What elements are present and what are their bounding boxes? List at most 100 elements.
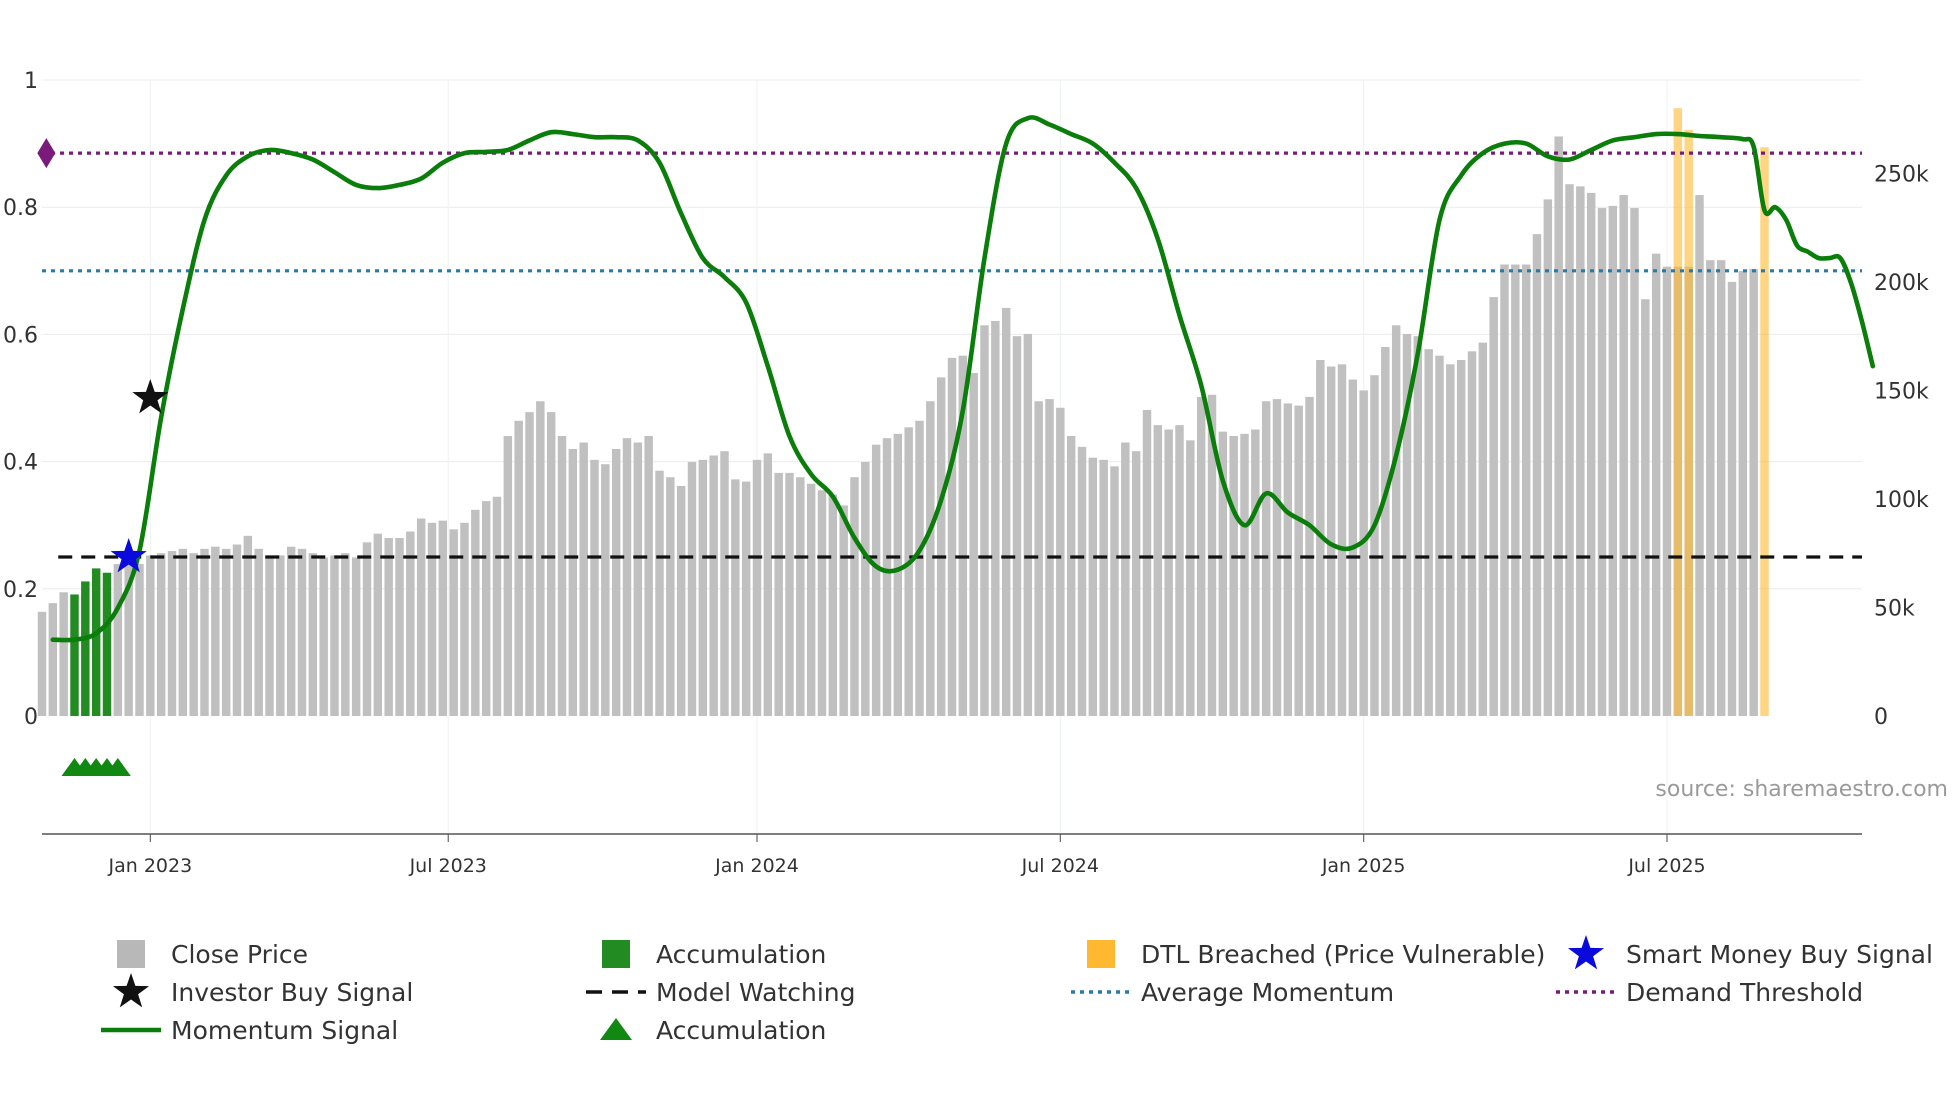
close-price-bar (113, 564, 123, 716)
dtl-breached-bar (1684, 129, 1693, 716)
close-price-bar (460, 522, 469, 716)
close-price-bar (1478, 342, 1488, 716)
close-price-bar (1023, 333, 1033, 716)
axes: 0 0.2 0.4 0.6 0.8 1 Jan 2023 Jul 2023 Jan 2024 Ju… (3, 69, 1929, 877)
close-price-bar (1142, 409, 1152, 716)
close-price-bar (319, 557, 328, 716)
close-price-bar (1391, 325, 1401, 716)
close-price-bar (1608, 205, 1618, 716)
close-price-bar (427, 522, 437, 716)
legend-demand-threshold-label: Demand Threshold (1626, 978, 1863, 1007)
close-price-bar (395, 538, 404, 716)
close-price-bar (1370, 375, 1379, 716)
legend-close-price-label: Close Price (171, 940, 308, 969)
y-left-tick-label: 0.2 (3, 578, 38, 603)
close-price-bar (297, 548, 307, 716)
legend-momentum-signal-label: Momentum Signal (171, 1016, 398, 1045)
close-price-bar (785, 472, 794, 716)
close-price-bar (308, 553, 318, 716)
close-price-bar (1446, 364, 1455, 716)
close-price-bar (1695, 195, 1704, 716)
legend-average-momentum-label: Average Momentum (1141, 978, 1394, 1007)
close-price-bar (1283, 403, 1293, 716)
close-price-bar (135, 564, 144, 716)
close-price-bar (59, 592, 68, 716)
close-price-bar (611, 449, 621, 716)
close-price-bar (1597, 208, 1607, 717)
close-price-bar (893, 433, 903, 716)
close-price-bar (1066, 435, 1076, 716)
close-price-bar (633, 442, 643, 716)
close-price-bar (796, 477, 805, 716)
y-left-tick-label: 1 (24, 69, 38, 94)
x-tick-label: Jul 2023 (409, 855, 487, 877)
close-price-bar (546, 412, 556, 716)
close-price-bar (1413, 336, 1423, 716)
close-price-bar (1088, 457, 1098, 716)
y-right-tick-label: 100k (1874, 488, 1929, 513)
close-price-bar (601, 464, 610, 716)
investor-buy-signal-marker (132, 379, 169, 414)
close-price-bar (666, 477, 675, 716)
dtl-breached-bar (1760, 147, 1769, 716)
close-price-bar (1121, 442, 1130, 716)
close-price-bar (1153, 425, 1163, 716)
x-tick-label: Jul 2025 (1627, 855, 1705, 877)
close-price-bar (503, 435, 513, 716)
close-price-bar (1716, 260, 1726, 716)
close-price-bar (384, 538, 393, 716)
close-price-bar (525, 412, 534, 716)
close-price-bar (1218, 431, 1228, 716)
legend-dtl-breached-price-vulnerable-swatch (1087, 940, 1115, 968)
close-price-bar (1012, 336, 1022, 716)
close-price-bar (449, 529, 458, 716)
close-price-bar (806, 483, 816, 716)
close-price-bar (947, 357, 957, 716)
legend-investor-buy-signal-label: Investor Buy Signal (171, 978, 413, 1007)
close-price-bar (1467, 351, 1477, 716)
close-price-bar (882, 438, 892, 716)
close-price-bar (536, 401, 545, 716)
gridlines (42, 79, 1862, 834)
close-price-bar (828, 494, 838, 716)
close-price-bar (1229, 435, 1238, 716)
close-price-bar (1630, 208, 1639, 717)
legend-smart-money-buy-signal-label: Smart Money Buy Signal (1626, 940, 1933, 969)
close-price-bar (37, 611, 47, 716)
y-right-tick-label: 50k (1874, 596, 1915, 621)
close-price-bar (438, 520, 448, 716)
close-price-bar (124, 559, 133, 716)
close-price-bar (1521, 264, 1531, 716)
legend-investor-buy-signal-swatch (112, 973, 150, 1008)
close-price-bar (709, 455, 718, 716)
close-price-bar (698, 459, 708, 716)
accumulation-bar (70, 594, 79, 716)
close-price-bar (189, 553, 198, 716)
close-price-bar (330, 555, 339, 716)
legend-dtl-breached-price-vulnerable-label: DTL Breached (Price Vulnerable) (1141, 940, 1545, 969)
close-price-bar (254, 548, 263, 716)
close-price-bar (178, 548, 188, 716)
legend-accumulation-label: Accumulation (656, 940, 826, 969)
close-price-bar (1164, 429, 1173, 716)
close-price-bar (557, 435, 567, 716)
close-price-bar (1001, 307, 1011, 716)
y-left-tick-label: 0 (24, 705, 38, 730)
close-price-bar (980, 325, 989, 716)
close-price-bar (1326, 366, 1336, 716)
close-price-bar (48, 603, 58, 716)
close-price-bar (1131, 451, 1141, 716)
close-price-bar (1110, 466, 1119, 716)
smart-money-buy-signal-marker (110, 538, 147, 573)
close-price-bar (741, 481, 751, 716)
close-price-bar (936, 377, 946, 716)
y-left-tick-label: 0.6 (3, 323, 38, 348)
momentum-signal-line (50, 115, 1876, 643)
close-price-bar (839, 505, 848, 716)
close-price-bar (1261, 401, 1271, 716)
close-price-bar (774, 472, 783, 716)
close-price-bar (1196, 396, 1206, 716)
close-price-bar (676, 485, 686, 716)
y-right-tick-label: 250k (1874, 162, 1929, 187)
close-price-bar (351, 557, 361, 716)
